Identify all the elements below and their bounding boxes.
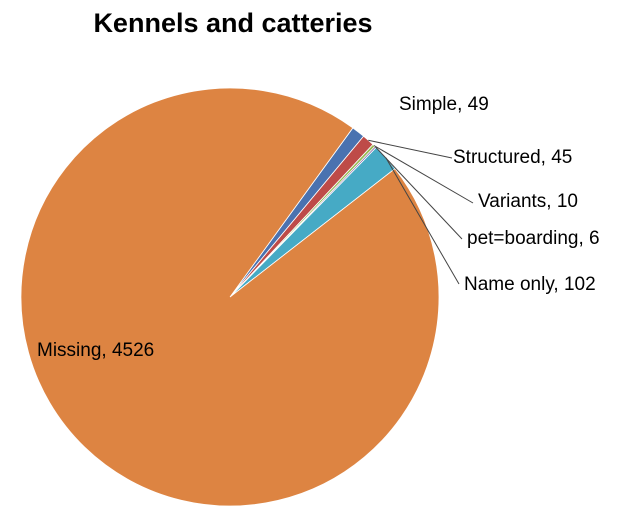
pie-slice-missing xyxy=(20,87,440,507)
chart-title: Kennels and catteries xyxy=(93,8,373,38)
leader-line-structured xyxy=(368,139,453,159)
pie-slices xyxy=(20,87,440,507)
data-labels: Simple, 49 Structured, 45 Variants, 10 pet=… xyxy=(37,94,600,361)
leader-line-name-only xyxy=(385,157,460,285)
data-label-pet-boarding: pet=boarding, 6 xyxy=(467,228,600,249)
data-label-missing: Missing, 4526 xyxy=(37,340,154,361)
leader-lines xyxy=(368,139,474,285)
data-label-structured: Structured, 45 xyxy=(453,147,572,168)
leader-line-variants xyxy=(373,145,474,204)
data-label-name-only: Name only, 102 xyxy=(464,274,596,295)
leader-line-pet-boarding xyxy=(375,146,463,240)
data-label-variants: Variants, 10 xyxy=(478,191,578,212)
data-label-simple: Simple, 49 xyxy=(399,94,489,115)
